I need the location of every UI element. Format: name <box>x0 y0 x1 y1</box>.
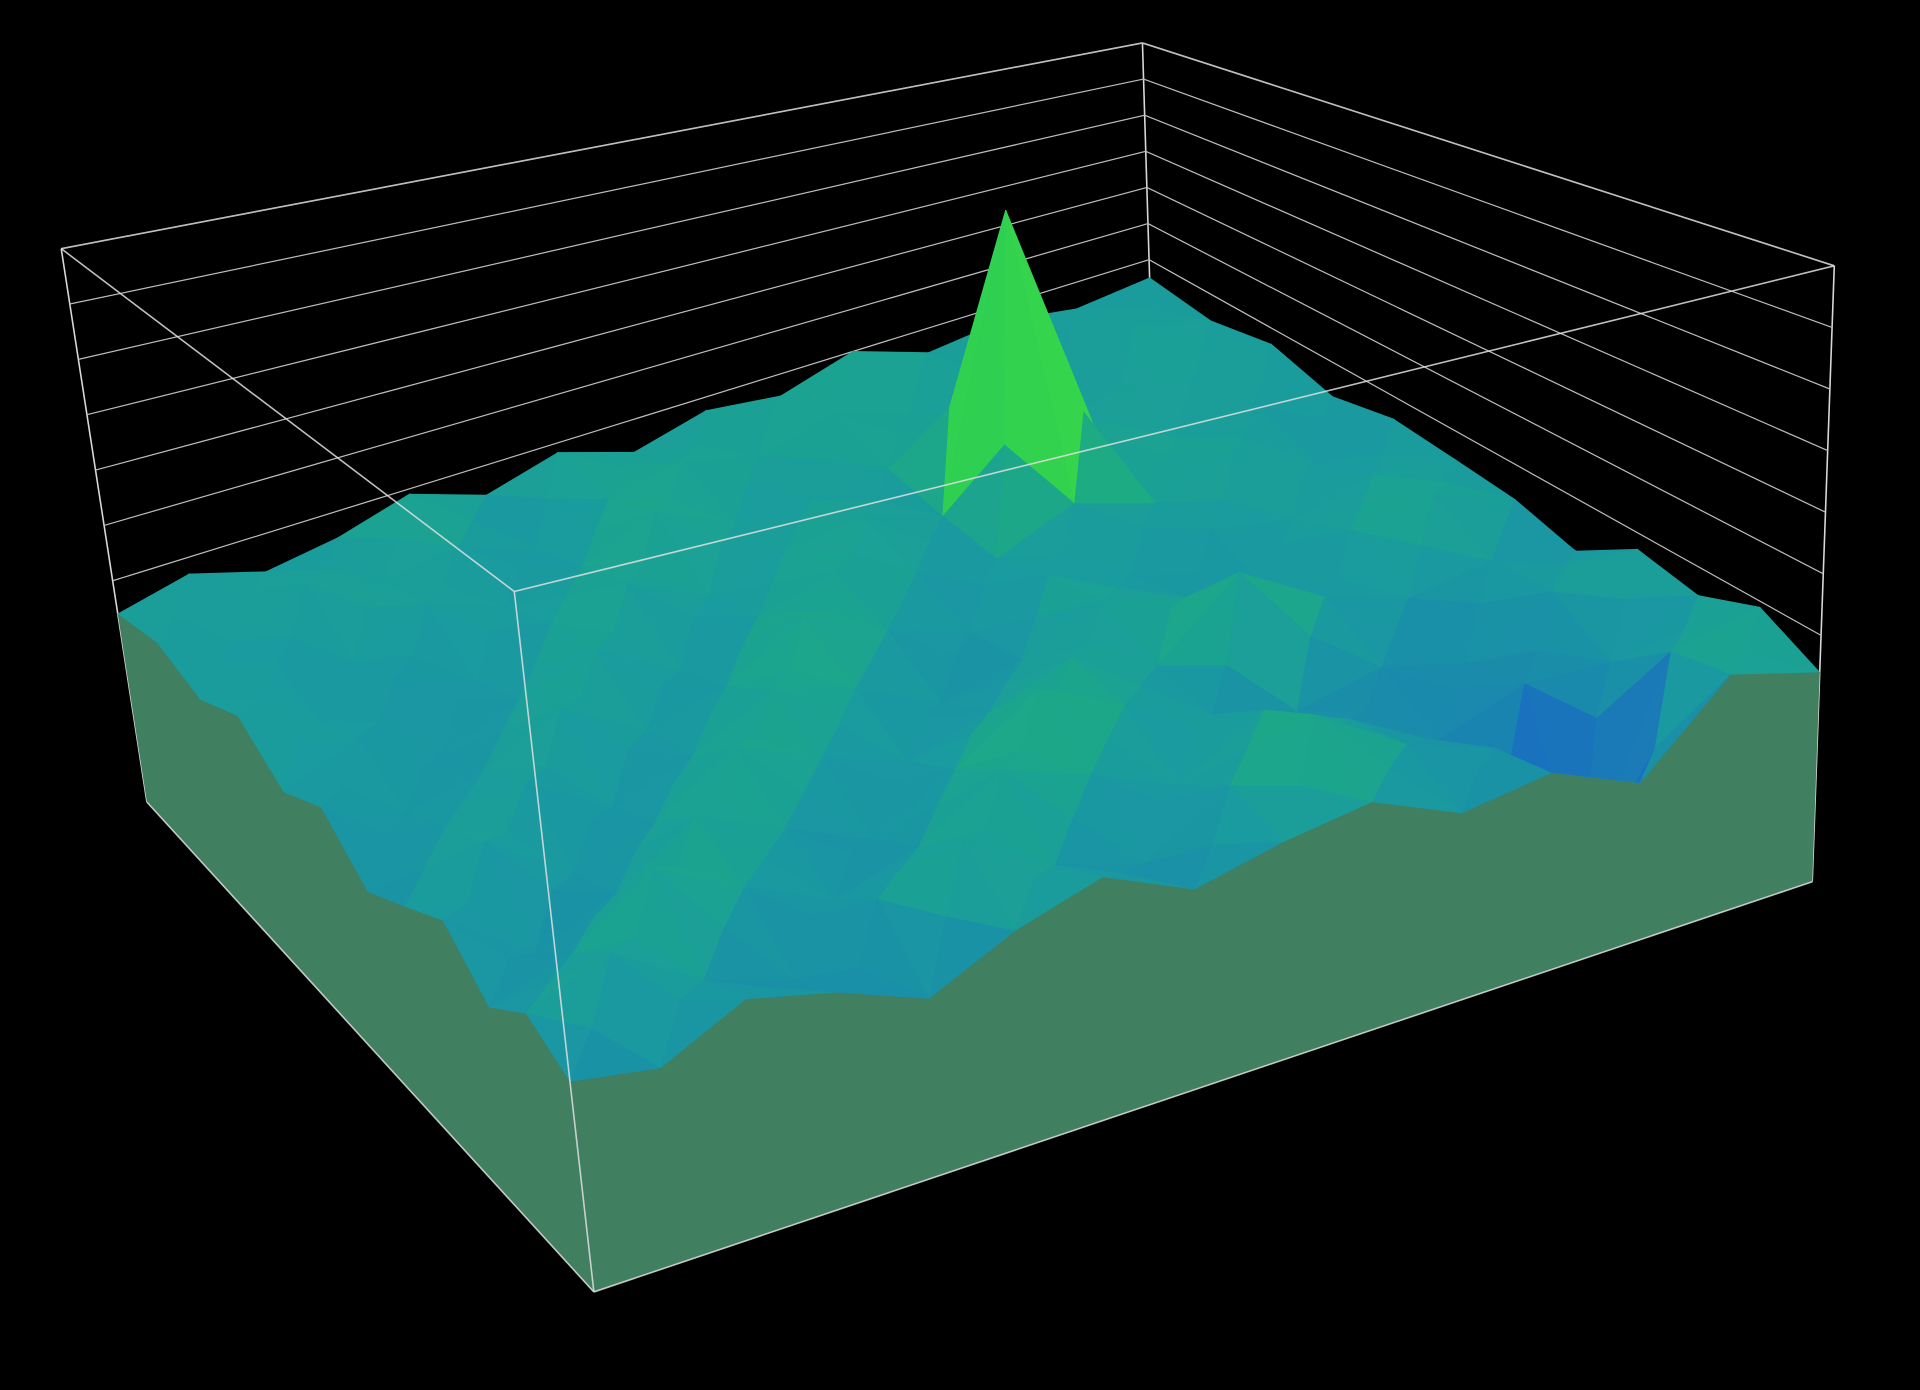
box-edge <box>60 248 515 593</box>
surface-facet <box>1461 769 1552 814</box>
grid-line <box>95 186 1148 471</box>
box-edge <box>514 265 1835 593</box>
surface-facet <box>569 1028 662 1083</box>
grid-line <box>61 42 1143 250</box>
surface-facet <box>485 451 559 500</box>
box-edge <box>593 880 1813 1293</box>
grid-line <box>1148 259 1822 636</box>
side-face <box>570 672 1820 1292</box>
surface-facet <box>336 493 411 541</box>
grid-line <box>1147 223 1824 575</box>
box-edge <box>513 591 595 1293</box>
grid-line <box>78 114 1145 360</box>
grid-line <box>1145 150 1828 452</box>
side-face <box>117 613 594 1292</box>
box-edge <box>60 248 148 803</box>
grid-line <box>86 150 1146 416</box>
surface-facet <box>1202 320 1272 345</box>
surface-facet <box>1639 674 1732 784</box>
surface-facet <box>659 998 747 1070</box>
grid-line <box>1146 186 1826 513</box>
grid-line <box>1143 78 1833 328</box>
surface-facet <box>1076 277 1151 310</box>
box-edge <box>146 801 595 1293</box>
surface-facet <box>1102 873 1195 890</box>
surface-facet <box>1014 876 1105 932</box>
grid-line <box>103 222 1149 526</box>
surface-facet <box>1730 650 1820 676</box>
surface-facet <box>1323 396 1394 421</box>
grid-line <box>1142 42 1835 267</box>
surface-facet <box>779 350 854 397</box>
surface-facet <box>1623 548 1700 600</box>
grid-line <box>69 78 1144 305</box>
surface-facet <box>836 967 930 1000</box>
grid-line <box>1144 114 1831 390</box>
